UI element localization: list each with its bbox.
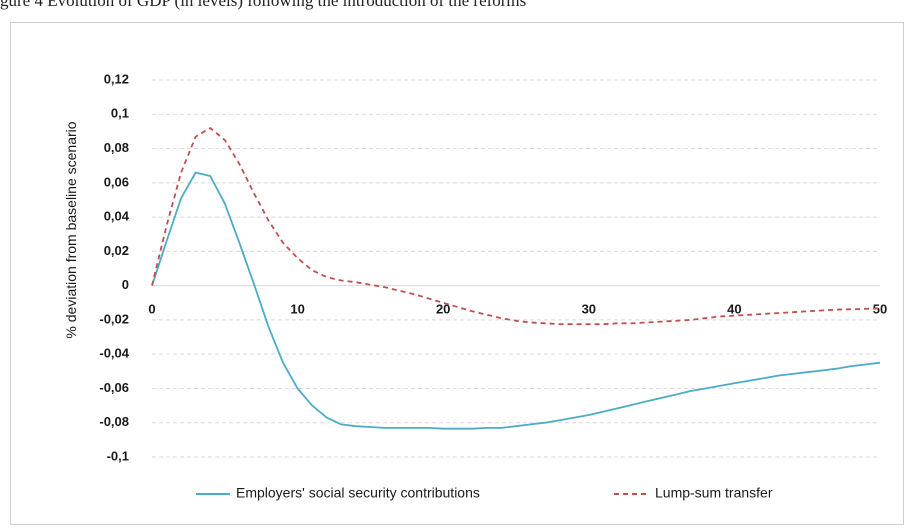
y-tick-label: -0,04 — [99, 346, 129, 361]
legend-label-lumpsum: Lump-sum transfer — [655, 485, 773, 501]
y-tick-label: 0,04 — [104, 209, 130, 224]
y-tick-label: -0,08 — [99, 414, 129, 429]
y-axis-label: % deviation from baseline scenario — [63, 121, 79, 338]
x-tick-label: 40 — [727, 302, 741, 317]
legend-label-employers: Employers' social security contributions — [236, 485, 480, 501]
y-tick-label: 0,06 — [104, 174, 129, 189]
x-axis-ticks: 0 10 20 30 40 50 — [148, 302, 887, 317]
y-axis-ticks: 0,12 0,1 0,08 0,06 0,04 0,02 0 -0,02 -0,04 -0,06 -… — [99, 71, 129, 463]
x-tick-label: 0 — [148, 302, 155, 317]
grid-lines — [152, 79, 880, 458]
series-line-employers-contributions — [151, 171, 881, 430]
x-tick-label: 50 — [873, 302, 887, 317]
y-tick-label: 0,08 — [104, 140, 129, 155]
series-line-lump-sum-transfer — [151, 127, 881, 326]
x-tick-label: 20 — [436, 302, 450, 317]
y-tick-label: -0,02 — [99, 311, 129, 326]
figure-caption: gure 4 Evolution of GDP (in levels) foll… — [0, 0, 527, 10]
y-tick-label: 0,12 — [104, 71, 129, 86]
y-tick-label: -0,1 — [107, 448, 129, 463]
legend: Employers' social security contributions… — [196, 485, 773, 501]
series-layer — [151, 127, 881, 430]
y-tick-label: 0 — [122, 277, 129, 292]
y-tick-label: 0,02 — [104, 243, 129, 258]
y-tick-label: -0,06 — [99, 380, 129, 395]
chart-frame — [10, 22, 904, 525]
x-tick-label: 30 — [582, 302, 596, 317]
y-tick-label: 0,1 — [111, 106, 129, 121]
x-tick-label: 10 — [290, 302, 304, 317]
